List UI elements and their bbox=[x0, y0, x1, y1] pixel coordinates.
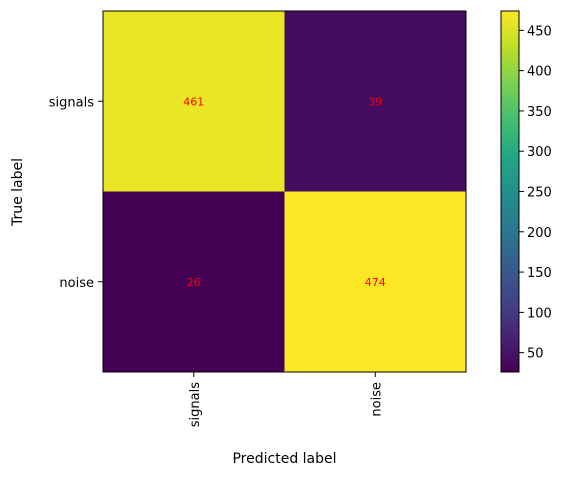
x-axis-ticks: signals noise bbox=[188, 372, 384, 427]
cell-1-1 bbox=[284, 191, 467, 373]
cell-value-0-0: 461 bbox=[183, 95, 204, 108]
cell-value-1-1: 474 bbox=[365, 276, 386, 289]
y-tick-label-signals: signals bbox=[49, 95, 94, 110]
cell-value-1-0: 26 bbox=[187, 276, 201, 289]
cell-0-1 bbox=[284, 11, 467, 192]
cell-value-0-1: 39 bbox=[368, 95, 382, 108]
colorbar-tick-label-50: 50 bbox=[527, 347, 544, 362]
colorbar-ticks: 50 100 150 200 250 300 350 400 450 bbox=[519, 24, 552, 362]
colorbar-tick-label-250: 250 bbox=[527, 186, 552, 201]
colorbar-tick-label-100: 100 bbox=[527, 306, 552, 321]
x-tick-label-noise: noise bbox=[369, 382, 384, 417]
colorbar-tick-label-200: 200 bbox=[527, 226, 552, 241]
x-tick-label-signals: signals bbox=[188, 382, 203, 427]
colorbar-tick-label-450: 450 bbox=[527, 24, 552, 39]
y-tick-label-noise: noise bbox=[59, 276, 94, 291]
y-axis-label: True label bbox=[10, 158, 26, 227]
colorbar-tick-label-400: 400 bbox=[527, 65, 552, 80]
y-axis-ticks: signals noise bbox=[49, 95, 103, 291]
cell-0-0 bbox=[103, 11, 285, 192]
colorbar-tick-label-350: 350 bbox=[527, 105, 552, 120]
colorbar-tick-label-150: 150 bbox=[527, 266, 552, 281]
x-axis-label: Predicted label bbox=[232, 451, 336, 467]
colorbar-tick-label-300: 300 bbox=[527, 145, 552, 160]
matrix-cell-labels: 461 39 26 474 bbox=[183, 95, 386, 289]
matrix-cells bbox=[103, 11, 467, 373]
colorbar bbox=[500, 10, 520, 373]
cell-1-0 bbox=[103, 191, 285, 373]
matrix-frame bbox=[102, 10, 467, 373]
